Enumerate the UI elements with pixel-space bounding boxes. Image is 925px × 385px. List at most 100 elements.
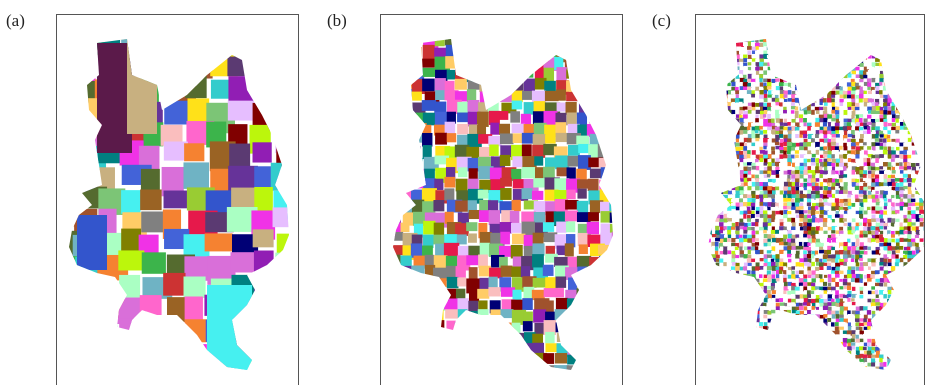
map-region bbox=[912, 22, 916, 27]
map-region bbox=[811, 39, 817, 42]
map-region bbox=[863, 101, 870, 107]
map-region bbox=[895, 238, 901, 243]
map-region bbox=[731, 237, 737, 243]
map-region bbox=[763, 213, 768, 219]
map-region bbox=[566, 298, 582, 309]
map-region bbox=[487, 101, 499, 113]
map-region bbox=[807, 158, 811, 163]
map-region bbox=[727, 98, 731, 103]
map-region bbox=[566, 91, 581, 102]
map-region bbox=[719, 198, 725, 204]
map-region bbox=[851, 178, 857, 184]
map-region bbox=[766, 250, 773, 254]
map-region bbox=[751, 274, 757, 280]
map-region bbox=[806, 58, 811, 65]
map-region bbox=[907, 234, 912, 240]
map-region bbox=[827, 254, 833, 261]
map-region bbox=[802, 190, 808, 195]
map-region bbox=[795, 214, 801, 220]
map-region bbox=[859, 250, 866, 255]
map-region bbox=[811, 90, 817, 95]
map-region bbox=[855, 54, 860, 60]
map-region bbox=[850, 258, 855, 262]
map-region bbox=[807, 74, 812, 79]
map-region bbox=[755, 62, 761, 67]
map-region bbox=[739, 206, 745, 212]
map-region bbox=[696, 238, 699, 242]
map-region bbox=[899, 226, 905, 231]
map-region bbox=[810, 82, 815, 89]
map-region bbox=[719, 106, 726, 113]
map-region bbox=[767, 166, 773, 172]
map-region bbox=[903, 22, 906, 27]
map-region bbox=[532, 23, 542, 37]
map-region bbox=[803, 15, 808, 19]
map-region bbox=[834, 198, 840, 203]
map-region bbox=[847, 114, 851, 120]
map-region bbox=[566, 112, 577, 126]
map-region bbox=[911, 166, 917, 173]
map-region bbox=[696, 262, 700, 266]
map-region bbox=[413, 25, 424, 35]
map-region bbox=[879, 138, 883, 143]
map-region bbox=[412, 79, 426, 94]
map-region bbox=[907, 258, 912, 263]
map-region bbox=[875, 158, 879, 164]
map-region bbox=[831, 98, 835, 103]
map-region bbox=[488, 210, 501, 226]
map-region bbox=[815, 97, 822, 102]
map-region bbox=[919, 250, 924, 255]
map-region bbox=[811, 42, 816, 48]
map-region bbox=[843, 182, 848, 188]
map-region bbox=[723, 54, 729, 60]
map-region bbox=[490, 366, 504, 370]
map-region bbox=[767, 158, 771, 164]
map-region bbox=[835, 158, 842, 163]
map-region bbox=[819, 58, 825, 62]
map-region bbox=[858, 190, 864, 194]
map-region bbox=[867, 146, 872, 150]
map-region bbox=[711, 134, 717, 138]
map-region bbox=[879, 266, 884, 271]
map-region bbox=[743, 90, 748, 96]
map-region bbox=[743, 218, 748, 224]
map-region bbox=[779, 226, 785, 231]
map-region bbox=[819, 50, 826, 55]
map-region bbox=[839, 158, 844, 164]
map-region bbox=[723, 134, 729, 140]
map-region bbox=[903, 82, 908, 88]
map-region bbox=[907, 174, 911, 179]
map-region bbox=[703, 271, 708, 274]
map-region bbox=[587, 363, 597, 370]
map-region bbox=[393, 168, 402, 184]
map-region bbox=[779, 70, 784, 75]
map-region bbox=[250, 39, 279, 54]
map-region bbox=[567, 47, 578, 57]
map-region bbox=[815, 242, 820, 248]
map-region bbox=[803, 166, 808, 172]
map-region bbox=[847, 173, 852, 179]
map-region bbox=[723, 101, 729, 107]
map-region bbox=[771, 174, 776, 180]
map-region bbox=[854, 118, 860, 124]
map-region bbox=[915, 194, 919, 199]
map-region bbox=[743, 126, 748, 133]
map-region bbox=[762, 114, 767, 118]
map-region bbox=[763, 145, 767, 150]
map-region bbox=[810, 126, 816, 132]
map-region bbox=[851, 126, 856, 131]
map-region bbox=[771, 170, 776, 175]
map-region bbox=[704, 162, 708, 167]
map-region bbox=[787, 274, 792, 279]
map-region bbox=[815, 53, 819, 59]
map-region bbox=[523, 39, 537, 51]
map-region bbox=[598, 310, 610, 325]
map-region bbox=[759, 158, 764, 164]
map-region bbox=[752, 30, 757, 36]
map-region bbox=[798, 150, 804, 156]
map-region bbox=[718, 142, 723, 147]
map-region bbox=[787, 202, 792, 208]
map-region bbox=[775, 254, 780, 260]
map-region bbox=[610, 67, 613, 81]
map-region bbox=[783, 30, 788, 36]
